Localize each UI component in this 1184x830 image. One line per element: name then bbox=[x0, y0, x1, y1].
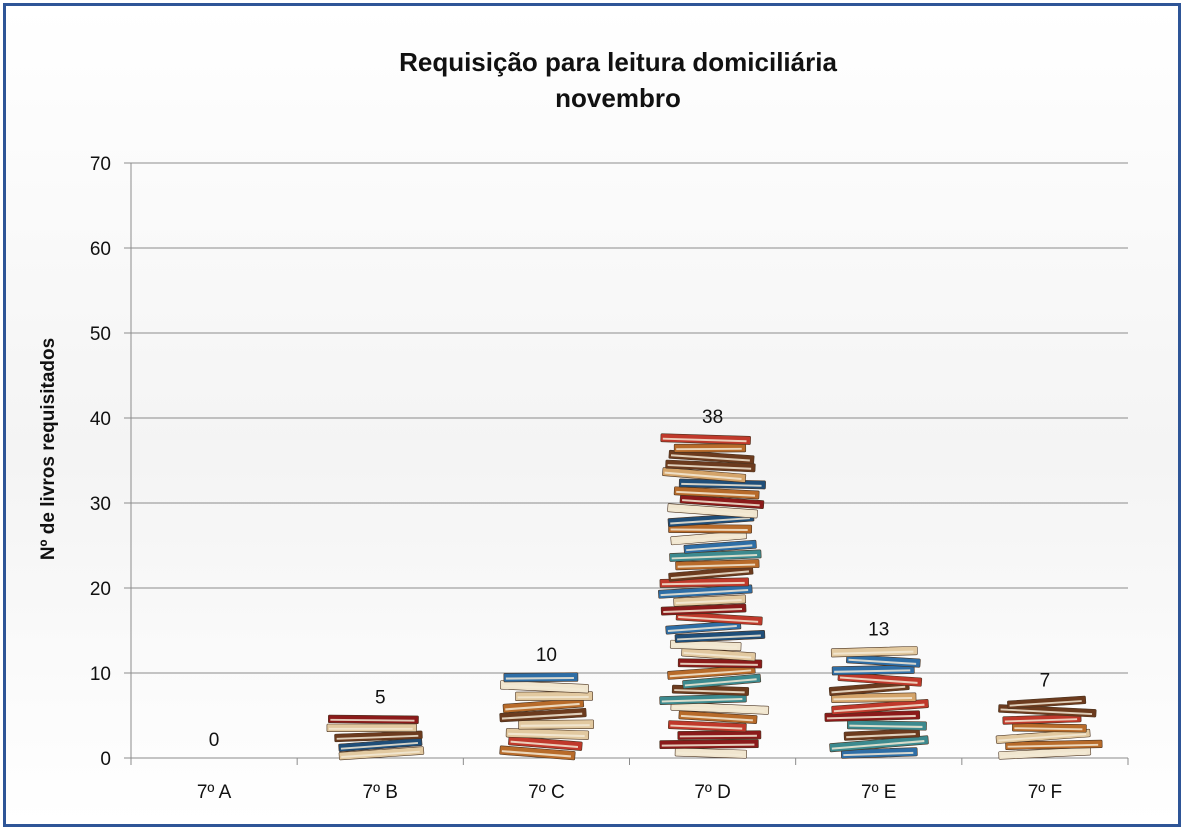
y-tick-label: 70 bbox=[90, 154, 111, 175]
data-label: 10 bbox=[536, 645, 557, 666]
chart-subtitle: novembro bbox=[555, 83, 681, 113]
y-tick-labels: 0 10 20 30 40 50 60 70 bbox=[90, 154, 111, 770]
y-tick-label: 20 bbox=[90, 579, 111, 600]
chart-title: Requisição para leitura domiciliária bbox=[399, 47, 837, 77]
y-tick-label: 40 bbox=[90, 409, 111, 430]
bar bbox=[326, 714, 425, 761]
bar-chart: Requisição para leitura domiciliária nov… bbox=[38, 47, 1129, 803]
y-tick-label: 50 bbox=[90, 324, 111, 345]
y-axis-label: Nº de livros requisitados bbox=[38, 338, 59, 560]
x-tick-label: 7º A bbox=[197, 782, 232, 803]
bar bbox=[824, 646, 929, 759]
x-tick-label: 7º F bbox=[1028, 782, 1062, 803]
axes bbox=[124, 162, 1129, 765]
chart-frame: Requisição para leitura domiciliária nov… bbox=[3, 3, 1181, 827]
y-tick-label: 0 bbox=[100, 749, 111, 770]
x-tick-label: 7º C bbox=[528, 782, 565, 803]
x-tick-label: 7º E bbox=[861, 782, 896, 803]
data-label: 0 bbox=[209, 730, 220, 751]
bar bbox=[658, 433, 770, 759]
gridlines bbox=[131, 162, 1128, 674]
x-tick-label: 7º D bbox=[694, 782, 731, 803]
y-tick-label: 60 bbox=[90, 239, 111, 260]
data-label: 7 bbox=[1040, 671, 1051, 692]
data-label: 13 bbox=[868, 620, 889, 641]
data-label: 5 bbox=[375, 688, 386, 709]
data-labels: 0 5 10 38 13 7 bbox=[209, 407, 1050, 751]
bar bbox=[499, 672, 595, 761]
bar bbox=[995, 695, 1103, 760]
data-label: 38 bbox=[702, 407, 723, 428]
y-tick-label: 10 bbox=[90, 664, 111, 685]
y-tick-label: 30 bbox=[90, 494, 111, 515]
x-tick-labels: 7º A 7º B 7º C 7º D 7º E 7º F bbox=[197, 782, 1062, 803]
x-tick-label: 7º B bbox=[363, 782, 398, 803]
bars bbox=[326, 433, 1103, 761]
